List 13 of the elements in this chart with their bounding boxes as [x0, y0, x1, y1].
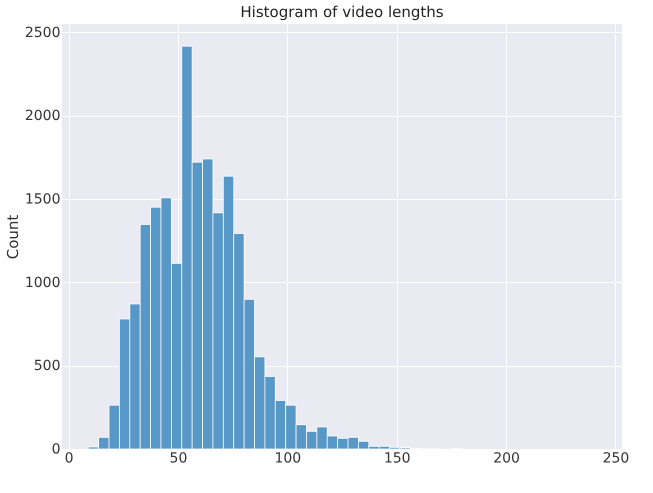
x-tick-label: 200	[493, 450, 520, 466]
y-tick-label: 2000	[24, 108, 60, 124]
y-axis-title: Count	[4, 214, 22, 260]
x-tick-label: 0	[64, 450, 74, 466]
chart-title: Histogram of video lengths	[240, 3, 444, 21]
x-tick-label: 100	[274, 450, 302, 466]
y-tick-label: 2500	[24, 24, 60, 41]
x-tick-label: 250	[602, 450, 630, 466]
y-tick-label: 1000	[24, 274, 60, 291]
y-tick-label: 500	[34, 358, 60, 374]
x-tick-label: 150	[384, 450, 411, 466]
x-tick-label: 50	[170, 450, 188, 466]
y-tick-label: 1500	[24, 192, 60, 208]
